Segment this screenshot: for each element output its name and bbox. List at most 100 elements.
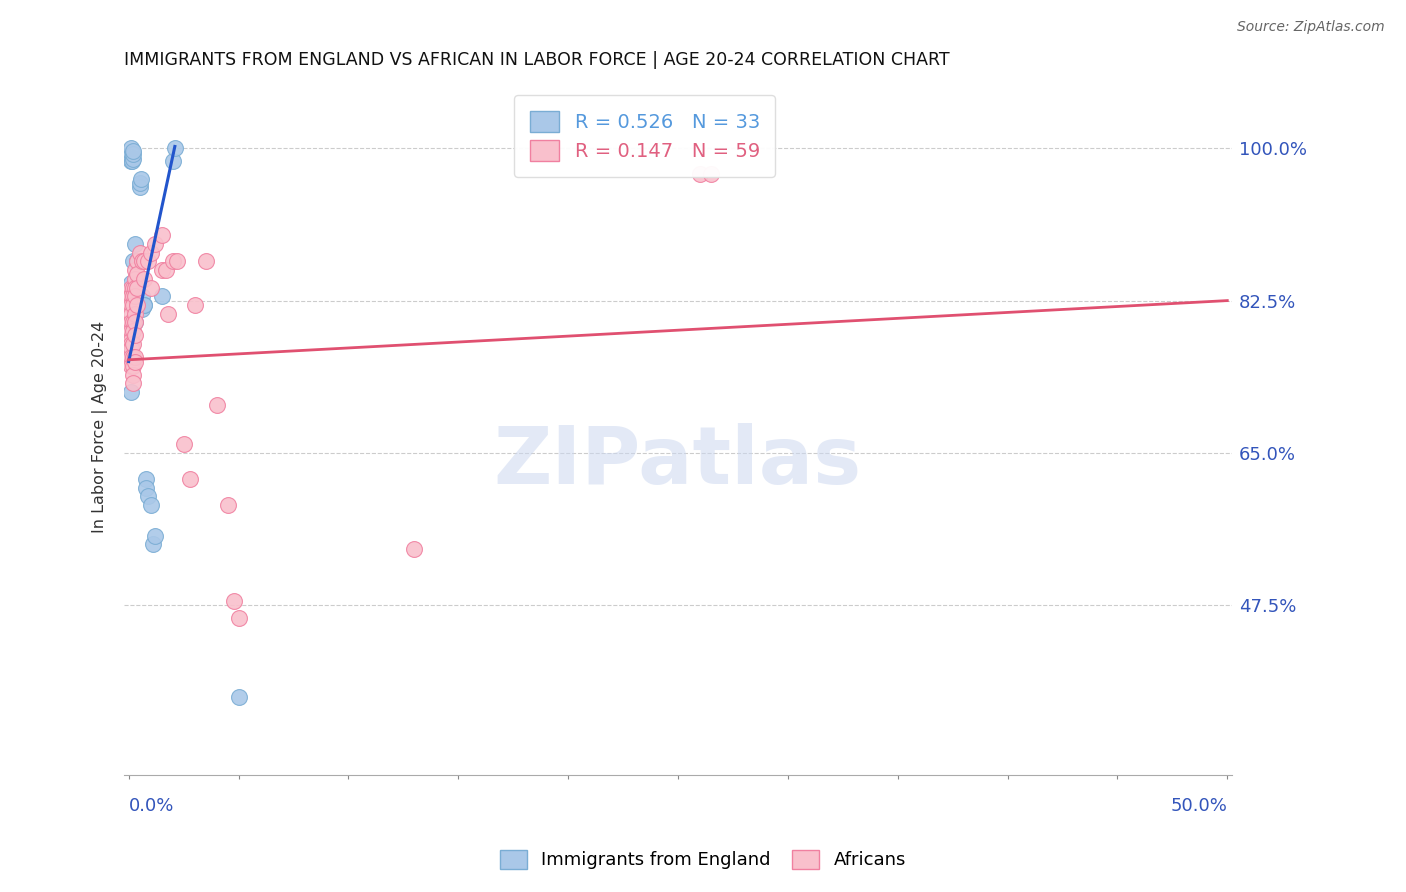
Point [124,289,146,303]
Text: 0.0%: 0.0% [129,797,174,815]
Point [163,141,186,155]
Point [124,272,146,286]
Point [150,289,173,303]
Point [124,280,146,294]
Point [124,315,146,329]
Point [120,324,142,338]
Point [122,324,145,338]
Point [122,368,145,382]
Text: IMMIGRANTS FROM ENGLAND VS AFRICAN IN LABOR FORCE | AGE 20-24 CORRELATION CHART: IMMIGRANTS FROM ENGLAND VS AFRICAN IN LA… [124,51,950,69]
Point [122,152,145,166]
Point [127,280,149,294]
Point [127,268,149,282]
Point [132,298,155,312]
Point [183,298,205,312]
Point [122,359,145,373]
Point [132,298,155,312]
Point [135,481,157,495]
Point [166,254,188,268]
Point [120,280,142,294]
Point [120,337,142,351]
Point [142,537,165,551]
Y-axis label: In Labor Force | Age 20-24: In Labor Force | Age 20-24 [93,321,108,533]
Point [122,376,145,391]
Point [135,472,157,486]
Point [127,254,149,268]
Text: Source: ZipAtlas.com: Source: ZipAtlas.com [1237,20,1385,34]
Point [128,176,150,190]
Point [120,384,142,399]
Point [120,350,142,364]
Point [173,437,195,451]
Point [132,254,155,268]
Point [139,280,162,294]
Point [122,147,145,161]
Point [194,254,217,268]
Point [700,167,723,181]
Legend: Immigrants from England, Africans: Immigrants from England, Africans [491,841,915,879]
Point [127,298,149,312]
Point [157,307,180,321]
Point [138,254,160,268]
Point [138,490,160,504]
Point [124,237,146,252]
Point [124,263,146,277]
Point [131,254,153,268]
Point [228,690,250,704]
Point [143,529,166,543]
Point [217,498,239,512]
Point [131,289,153,303]
Point [132,272,155,286]
Point [155,263,177,277]
Point [120,298,142,312]
Point [122,289,145,303]
Point [143,237,166,252]
Point [131,302,153,317]
Point [120,333,142,347]
Point [689,167,711,181]
Point [120,150,142,164]
Point [120,276,142,290]
Point [121,154,143,169]
Point [139,498,162,512]
Point [120,307,142,321]
Point [122,315,145,329]
Point [124,307,146,321]
Point [124,354,146,368]
Point [127,254,149,268]
Point [128,180,150,194]
Point [124,315,146,329]
Point [120,289,142,303]
Point [124,350,146,364]
Point [120,141,142,155]
Point [124,328,146,343]
Point [128,245,150,260]
Point [120,315,142,329]
Point [120,154,142,169]
Point [122,337,145,351]
Point [228,611,250,625]
Point [224,594,246,608]
Point [179,472,201,486]
Point [125,280,148,294]
Point [120,342,142,356]
Point [129,171,152,186]
Point [205,398,228,412]
Point [139,245,162,260]
Point [162,254,184,268]
Point [127,254,149,268]
Text: ZIPatlas: ZIPatlas [494,423,862,500]
Point [162,154,184,169]
Point [122,298,145,312]
Point [122,144,145,158]
Point [150,263,173,277]
Point [404,541,426,556]
Point [122,254,145,268]
Point [150,228,173,243]
Point [120,359,142,373]
Point [122,280,145,294]
Point [122,350,145,364]
Legend: R = 0.526   N = 33, R = 0.147   N = 59: R = 0.526 N = 33, R = 0.147 N = 59 [515,95,775,177]
Point [120,145,142,160]
Text: 50.0%: 50.0% [1170,797,1227,815]
